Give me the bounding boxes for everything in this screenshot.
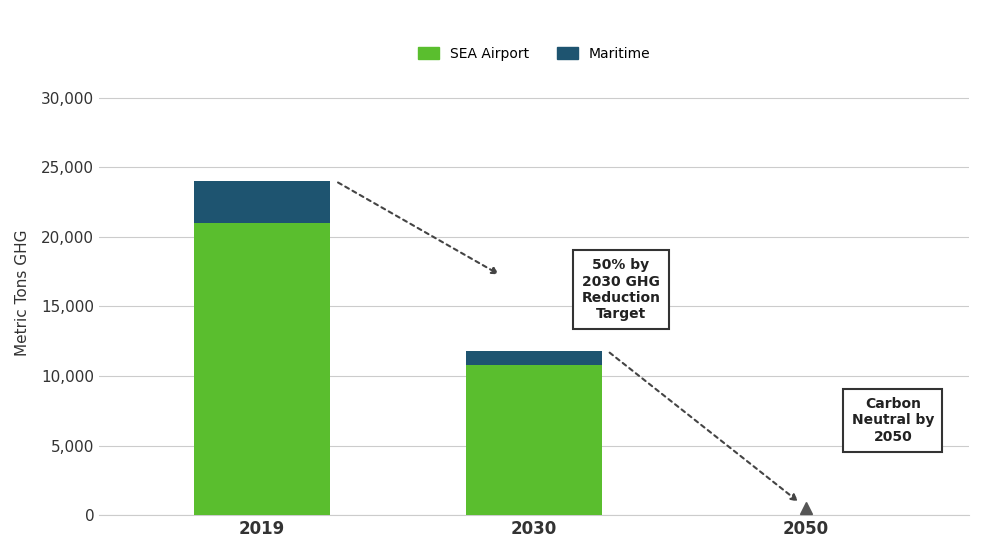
Bar xyxy=(466,365,602,515)
Legend: SEA Airport, Maritime: SEA Airport, Maritime xyxy=(412,41,655,66)
Y-axis label: Metric Tons GHG: Metric Tons GHG xyxy=(15,229,30,356)
Bar xyxy=(466,351,602,365)
Bar xyxy=(194,223,331,515)
Text: 50% by
2030 GHG
Reduction
Target: 50% by 2030 GHG Reduction Target xyxy=(582,258,660,321)
Text: Carbon
Neutral by
2050: Carbon Neutral by 2050 xyxy=(852,397,934,444)
Bar xyxy=(194,181,331,223)
